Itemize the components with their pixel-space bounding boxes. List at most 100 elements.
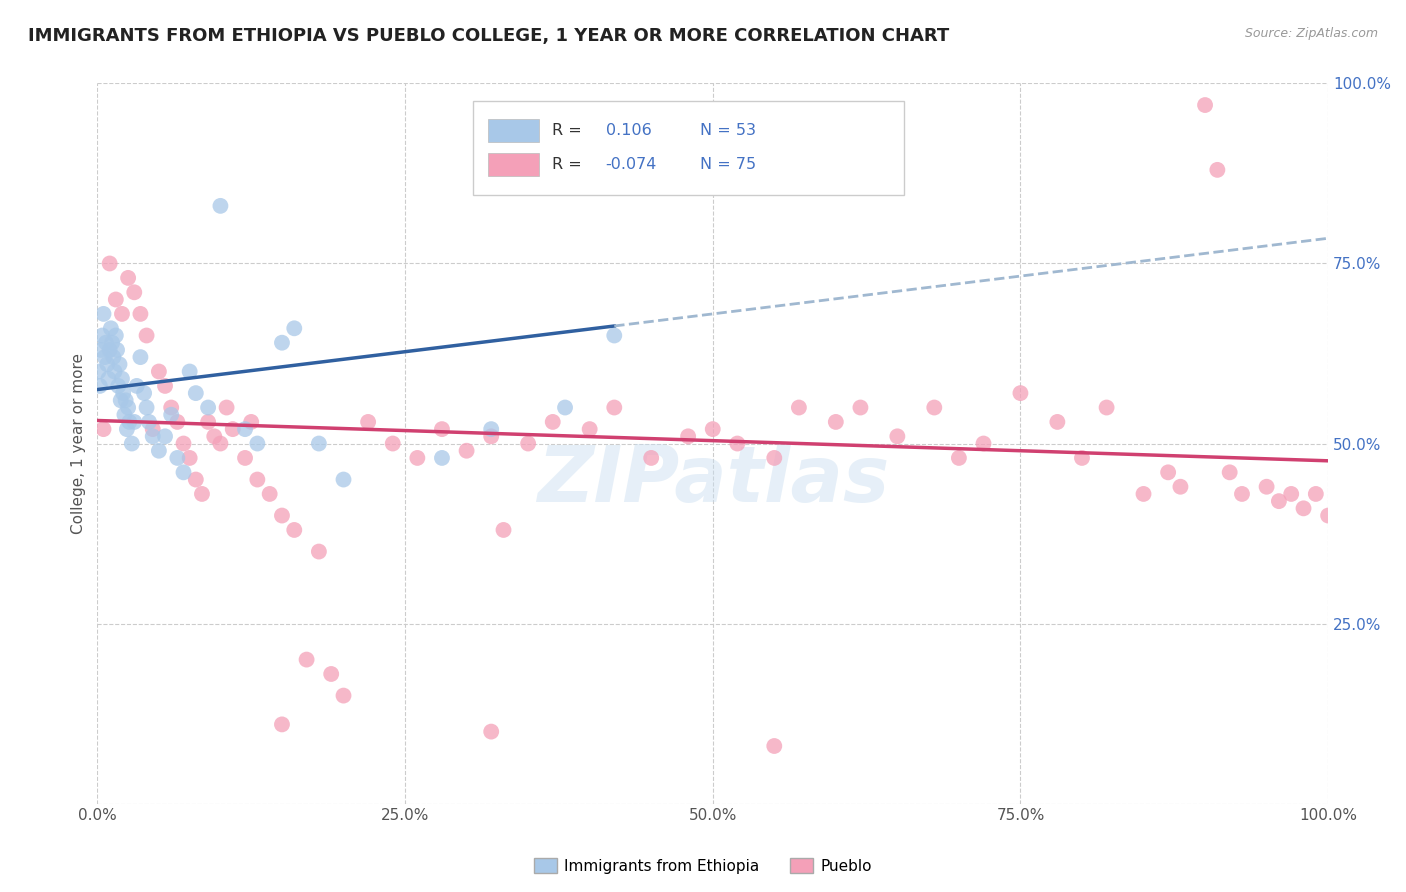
Point [1230,487,1253,501]
Point [676,429,699,443]
Point [173,436,195,450]
Point [973,436,995,450]
Point [184,473,207,487]
Point [209,199,232,213]
Point [321,667,343,681]
Point [1219,466,1241,480]
Point [240,415,263,429]
Point [233,422,256,436]
Point [271,508,294,523]
Point [89,379,111,393]
Point [166,415,188,429]
Point [332,689,354,703]
Point [578,422,600,436]
Point [1256,480,1278,494]
Point [202,429,225,443]
Point [103,364,125,378]
Point [118,415,141,429]
Point [129,350,152,364]
Point [1292,501,1315,516]
Point [135,401,157,415]
Point [112,408,135,422]
Legend: Immigrants from Ethiopia, Pueblo: Immigrants from Ethiopia, Pueblo [527,852,879,880]
Point [209,436,232,450]
Point [112,386,135,401]
Text: N = 75: N = 75 [700,157,756,171]
Point [233,450,256,465]
Text: N = 53: N = 53 [700,123,756,137]
Point [179,450,201,465]
Point [295,652,318,666]
Text: -0.074: -0.074 [606,157,657,171]
Point [197,415,219,429]
Point [134,386,156,401]
Point [135,328,157,343]
Point [824,415,846,429]
Point [246,436,269,450]
Point [725,436,748,450]
Point [101,335,124,350]
Point [148,443,170,458]
Point [108,357,131,371]
Point [702,422,724,436]
Point [93,350,115,364]
Point [105,343,128,357]
Point [91,328,114,343]
Point [246,473,269,487]
Point [160,408,183,422]
Point [104,328,127,343]
Point [271,335,294,350]
Point [93,307,115,321]
Point [98,256,121,270]
Point [479,422,502,436]
Point [271,717,294,731]
Point [138,415,160,429]
Point [90,343,112,357]
Point [96,357,118,371]
Point [222,422,245,436]
Point [603,328,626,343]
Point [922,401,945,415]
Point [179,364,201,378]
Point [100,321,122,335]
Point [308,436,330,450]
Point [98,343,121,357]
Text: R =: R = [551,123,586,137]
Point [492,523,515,537]
Point [1071,450,1094,465]
Point [97,372,120,386]
Point [110,393,132,408]
FancyBboxPatch shape [488,119,540,142]
Point [640,450,662,465]
Text: IMMIGRANTS FROM ETHIOPIA VS PUEBLO COLLEGE, 1 YEAR OR MORE CORRELATION CHART: IMMIGRANTS FROM ETHIOPIA VS PUEBLO COLLE… [28,27,949,45]
Point [153,429,176,443]
Point [184,386,207,401]
Point [430,450,453,465]
FancyBboxPatch shape [488,153,540,176]
Point [215,401,238,415]
Point [948,450,970,465]
Point [430,422,453,436]
Point [129,307,152,321]
Point [117,271,139,285]
Point [148,364,170,378]
FancyBboxPatch shape [472,102,904,195]
Point [114,393,136,408]
Point [103,350,125,364]
Point [886,429,908,443]
Point [259,487,281,501]
Y-axis label: College, 1 year or more: College, 1 year or more [72,353,86,534]
Point [787,401,810,415]
Point [142,422,165,436]
Point [1206,162,1229,177]
Point [541,415,564,429]
Text: R =: R = [551,157,586,171]
Point [603,401,626,415]
Point [160,401,183,415]
Point [308,544,330,558]
Point [357,415,380,429]
Point [456,443,478,458]
Point [1170,480,1192,494]
Text: ZIPatlas: ZIPatlas [537,442,889,517]
Text: 0.106: 0.106 [606,123,651,137]
